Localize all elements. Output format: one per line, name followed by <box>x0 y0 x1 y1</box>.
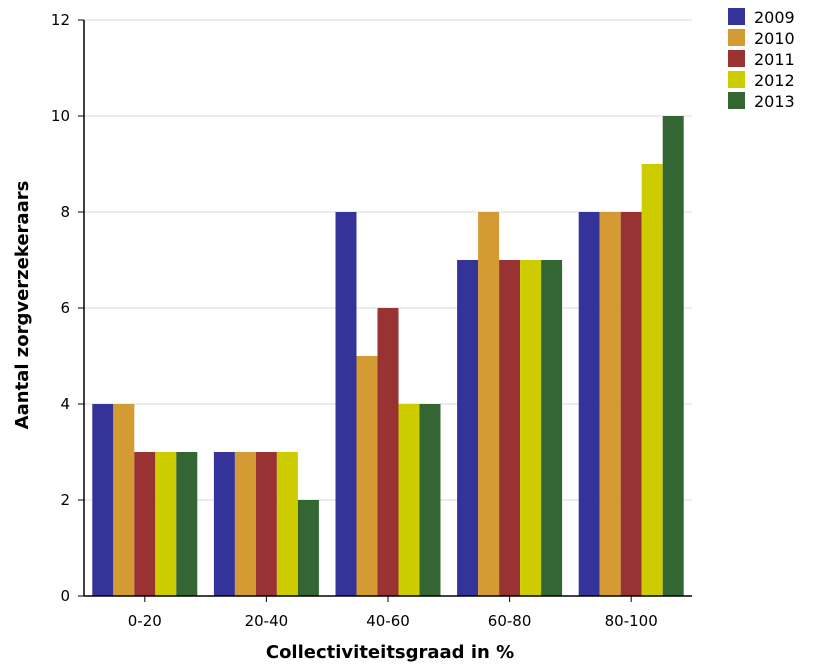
bar-2013-60-80 <box>541 260 563 596</box>
y-tick-label: 6 <box>60 299 70 317</box>
legend-item-2011: 2011 <box>728 50 795 69</box>
axes <box>78 19 692 602</box>
x-tick-label: 40-60 <box>366 612 410 630</box>
bar-2011-20-40 <box>255 452 277 596</box>
x-tick-label: 80-100 <box>605 612 658 630</box>
y-tick-label: 8 <box>60 203 70 221</box>
y-tick-label: 2 <box>60 491 70 509</box>
bar-2010-20-40 <box>234 452 256 596</box>
x-tick-label: 20-40 <box>245 612 289 630</box>
y-tick-label: 12 <box>51 11 70 29</box>
bar-2009-60-80 <box>457 260 479 596</box>
legend-label: 2009 <box>754 8 795 27</box>
legend-label: 2011 <box>754 50 795 69</box>
y-tick-label: 4 <box>60 395 70 413</box>
bar-2011-0-20 <box>134 452 156 596</box>
x-tick-label: 60-80 <box>488 612 532 630</box>
legend-item-2009: 2009 <box>728 8 795 27</box>
x-axis-title: Collectiviteitsgraad in % <box>266 642 514 663</box>
legend: 2009 2010 2011 2012 2013 <box>728 8 795 111</box>
bar-2011-60-80 <box>499 260 521 596</box>
legend-swatch <box>728 71 745 88</box>
bar-2013-0-20 <box>176 452 198 596</box>
bar-2012-40-60 <box>398 404 420 596</box>
bar-2012-60-80 <box>520 260 542 596</box>
bar-2011-40-60 <box>377 308 399 596</box>
bar-2009-40-60 <box>335 212 357 596</box>
legend-item-2010: 2010 <box>728 29 795 48</box>
bar-2010-60-80 <box>478 212 500 596</box>
legend-label: 2013 <box>754 92 795 111</box>
y-tick-label: 10 <box>51 107 70 125</box>
x-tick-label: 0-20 <box>128 612 162 630</box>
bar-2013-40-60 <box>419 404 441 596</box>
legend-swatch <box>728 50 745 67</box>
bar-2013-20-40 <box>297 500 319 596</box>
bar-2012-20-40 <box>276 452 298 596</box>
bar-2010-40-60 <box>356 356 378 596</box>
y-tick-labels: 0 2 4 6 8 10 12 <box>51 11 70 605</box>
bar-2013-80-100 <box>662 116 684 596</box>
legend-swatch <box>728 92 745 109</box>
legend-item-2013: 2013 <box>728 92 795 111</box>
y-axis-title: Aantal zorgverzekeraars <box>12 181 33 430</box>
legend-swatch <box>728 29 745 46</box>
y-tick-label: 0 <box>60 587 70 605</box>
bar-2009-80-100 <box>578 212 600 596</box>
legend-label: 2010 <box>754 29 795 48</box>
bars <box>92 116 684 596</box>
bar-2011-80-100 <box>620 212 642 596</box>
bar-2010-0-20 <box>113 404 135 596</box>
legend-item-2012: 2012 <box>728 71 795 90</box>
x-tick-labels: 0-20 20-40 40-60 60-80 80-100 <box>128 612 658 630</box>
legend-label: 2012 <box>754 71 795 90</box>
bar-2010-80-100 <box>599 212 621 596</box>
legend-swatch <box>728 8 745 25</box>
bar-2009-0-20 <box>92 404 114 596</box>
bar-2009-20-40 <box>213 452 235 596</box>
bar-2012-80-100 <box>641 164 663 596</box>
bar-2012-0-20 <box>155 452 177 596</box>
